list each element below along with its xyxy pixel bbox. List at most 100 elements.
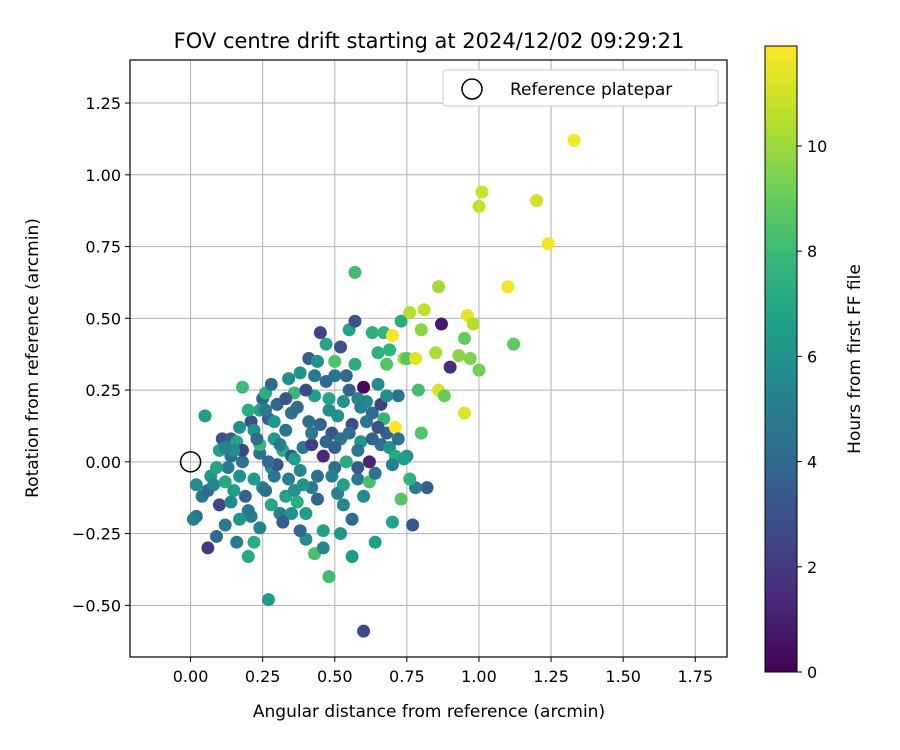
data-point bbox=[316, 524, 330, 538]
data-points bbox=[186, 133, 581, 638]
data-point bbox=[371, 346, 385, 360]
colorbar-tick-label: 2 bbox=[807, 558, 817, 577]
colorbar-gradient bbox=[764, 45, 798, 673]
x-tick-label: 0.00 bbox=[173, 667, 209, 686]
data-point bbox=[368, 535, 382, 549]
y-tick-label: 0.00 bbox=[85, 453, 121, 472]
data-point bbox=[264, 377, 278, 391]
data-point bbox=[385, 329, 399, 343]
data-point bbox=[336, 395, 350, 409]
data-point bbox=[466, 317, 480, 331]
data-point bbox=[313, 326, 327, 340]
data-point bbox=[227, 484, 241, 498]
reference-marker bbox=[179, 451, 202, 473]
colorbar-tick-label: 10 bbox=[807, 137, 827, 156]
y-tick-label: 1.25 bbox=[85, 94, 121, 113]
data-point bbox=[264, 498, 278, 512]
data-point bbox=[348, 314, 362, 328]
data-point bbox=[365, 432, 379, 446]
data-point bbox=[235, 455, 249, 469]
data-point bbox=[308, 369, 322, 383]
data-point bbox=[403, 306, 417, 320]
data-point bbox=[224, 495, 238, 509]
data-point bbox=[305, 438, 319, 452]
data-point bbox=[235, 380, 249, 394]
data-point bbox=[345, 512, 359, 526]
data-point bbox=[259, 484, 273, 498]
data-point bbox=[371, 420, 385, 434]
data-point bbox=[247, 535, 261, 549]
colorbar-ticks: 0 2 4 6 8 10 bbox=[797, 137, 827, 682]
data-point bbox=[316, 449, 330, 463]
data-point bbox=[259, 403, 273, 417]
data-point bbox=[247, 472, 261, 486]
data-point bbox=[210, 529, 224, 543]
data-point bbox=[507, 337, 521, 351]
y-tick-label: 0.50 bbox=[85, 309, 121, 328]
data-point bbox=[348, 357, 362, 371]
data-point bbox=[359, 395, 373, 409]
data-point bbox=[458, 406, 472, 420]
data-point bbox=[218, 475, 232, 489]
data-point bbox=[414, 426, 428, 440]
x-tick-label: 0.50 bbox=[317, 667, 353, 686]
data-point bbox=[310, 492, 324, 506]
legend-marker bbox=[461, 78, 483, 100]
data-point bbox=[385, 458, 399, 472]
data-point bbox=[530, 194, 544, 208]
data-point bbox=[409, 352, 423, 365]
data-point bbox=[463, 352, 477, 365]
data-point bbox=[362, 455, 376, 469]
data-point bbox=[313, 418, 327, 432]
data-point bbox=[397, 452, 411, 466]
plot-frame bbox=[129, 59, 728, 658]
data-point bbox=[273, 438, 287, 452]
legend-label: Reference platepar bbox=[510, 80, 672, 100]
data-point bbox=[186, 512, 200, 526]
y-axis-label: Rotation from reference (arcmin) bbox=[23, 218, 43, 498]
data-point bbox=[342, 383, 356, 397]
data-point bbox=[221, 461, 235, 475]
data-point bbox=[368, 466, 382, 480]
data-point bbox=[310, 354, 324, 368]
data-point bbox=[328, 440, 342, 454]
x-tick-label: 0.25 bbox=[245, 667, 281, 686]
data-point bbox=[230, 535, 244, 549]
y-tick-label: 1.00 bbox=[85, 166, 121, 185]
data-point bbox=[541, 237, 555, 251]
colorbar-tick-label: 4 bbox=[807, 453, 817, 472]
data-point bbox=[394, 314, 408, 328]
data-point bbox=[328, 354, 342, 368]
data-point bbox=[210, 461, 224, 475]
data-point bbox=[285, 506, 299, 520]
colorbar: 0 2 4 6 8 10 Hours from first FF file bbox=[764, 45, 865, 682]
data-point bbox=[351, 443, 365, 457]
data-point bbox=[339, 455, 353, 469]
data-point bbox=[380, 389, 394, 403]
data-point bbox=[331, 409, 345, 423]
data-point bbox=[342, 426, 356, 440]
data-point bbox=[253, 521, 267, 535]
data-point bbox=[299, 506, 313, 520]
data-point bbox=[394, 492, 408, 506]
data-point bbox=[267, 469, 281, 483]
x-tick-label: 1.50 bbox=[605, 667, 641, 686]
data-point bbox=[293, 366, 307, 380]
y-tick-label: 0.75 bbox=[85, 238, 121, 257]
x-axis-ticks: 0.00 0.25 0.50 0.75 1.00 1.25 1.50 1.75 bbox=[173, 657, 713, 686]
data-point bbox=[351, 461, 365, 475]
x-tick-label: 1.00 bbox=[461, 667, 497, 686]
data-point bbox=[406, 518, 420, 532]
data-point bbox=[388, 420, 402, 434]
data-point bbox=[365, 406, 379, 420]
data-point bbox=[371, 377, 385, 391]
data-point bbox=[189, 478, 203, 492]
data-point bbox=[287, 452, 301, 466]
data-point bbox=[296, 478, 310, 492]
data-point bbox=[279, 392, 293, 406]
data-point bbox=[233, 469, 247, 483]
data-point bbox=[302, 415, 316, 429]
data-point bbox=[290, 400, 304, 414]
data-point bbox=[282, 372, 296, 386]
